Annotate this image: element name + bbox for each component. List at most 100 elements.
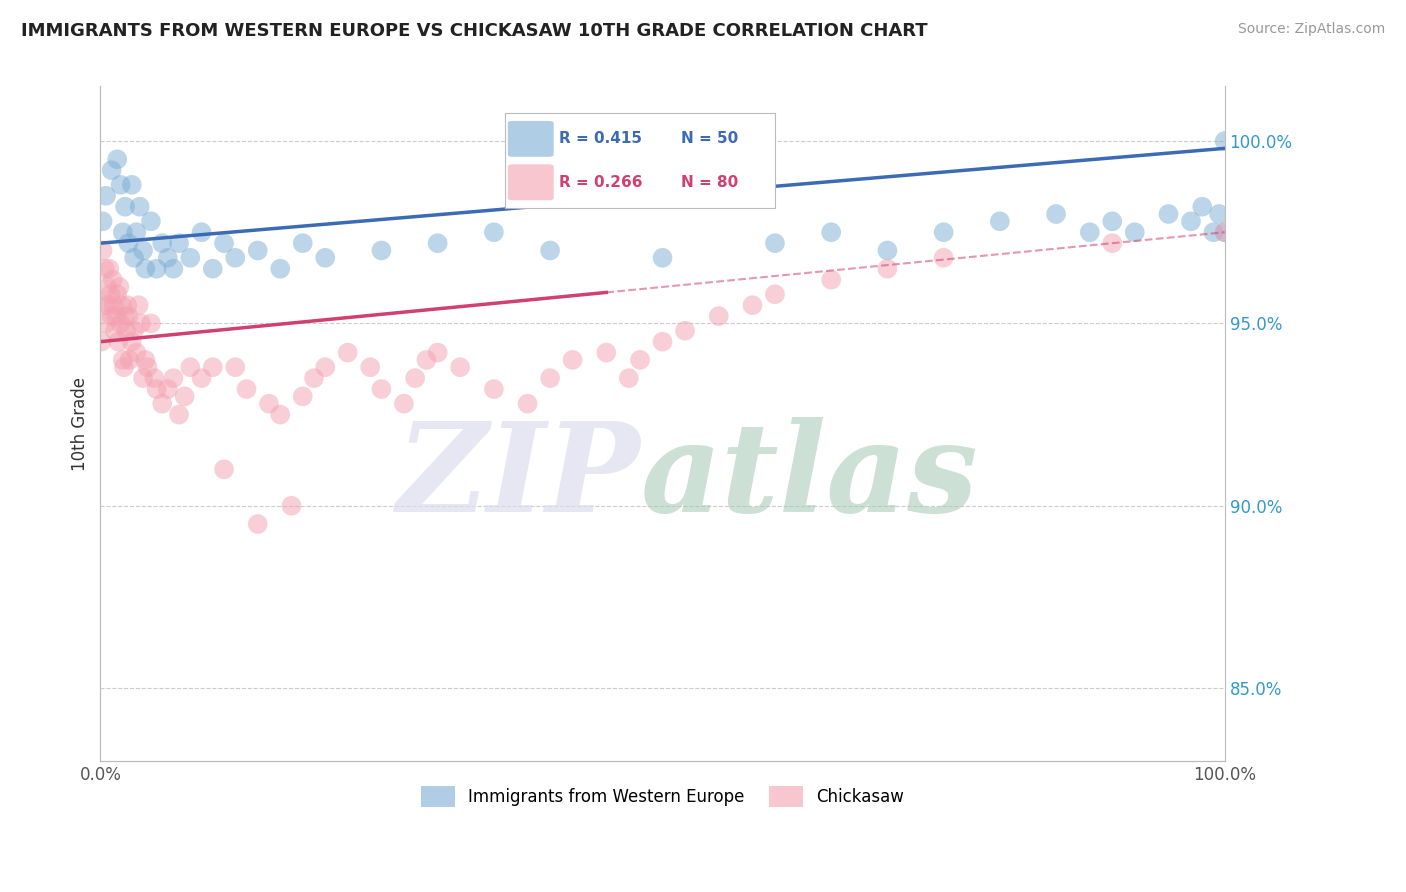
Point: [112, 360, 135, 375]
Point: [132, 371, 155, 385]
Point: [173, 389, 195, 403]
Text: atlas: atlas: [640, 417, 977, 539]
Point: [820, 273, 842, 287]
Point: [136, 360, 159, 375]
Point: [111, 298, 134, 312]
Point: [1101, 236, 1123, 251]
Point: [150, 236, 173, 251]
Point: [1213, 134, 1236, 148]
Point: [314, 251, 336, 265]
Point: [246, 516, 269, 531]
Point: [212, 462, 235, 476]
Point: [100, 163, 122, 178]
Point: [101, 273, 124, 287]
Point: [105, 153, 128, 167]
Point: [224, 251, 246, 265]
Point: [651, 251, 673, 265]
Point: [118, 352, 141, 367]
Point: [110, 178, 132, 192]
Point: [117, 309, 139, 323]
Point: [707, 309, 730, 323]
Point: [117, 236, 139, 251]
Point: [763, 236, 786, 251]
Point: [269, 261, 291, 276]
Point: [1123, 225, 1146, 239]
Point: [415, 352, 437, 367]
Text: Source: ZipAtlas.com: Source: ZipAtlas.com: [1237, 22, 1385, 37]
Point: [426, 236, 449, 251]
Point: [114, 309, 136, 323]
Point: [876, 261, 898, 276]
Point: [1213, 225, 1236, 239]
Point: [179, 360, 201, 375]
Point: [105, 287, 128, 301]
Point: [190, 371, 212, 385]
Point: [94, 188, 117, 202]
Point: [121, 178, 143, 192]
Point: [617, 371, 640, 385]
Point: [359, 360, 381, 375]
Point: [156, 251, 179, 265]
Point: [105, 309, 128, 323]
Point: [1157, 207, 1180, 221]
Point: [122, 251, 145, 265]
Point: [561, 352, 583, 367]
Point: [111, 352, 134, 367]
Point: [104, 324, 127, 338]
Point: [110, 317, 132, 331]
Text: IMMIGRANTS FROM WESTERN EUROPE VS CHICKASAW 10TH GRADE CORRELATION CHART: IMMIGRANTS FROM WESTERN EUROPE VS CHICKA…: [21, 22, 928, 40]
Point: [156, 382, 179, 396]
Point: [125, 225, 148, 239]
Point: [90, 334, 112, 349]
Point: [162, 371, 184, 385]
Point: [426, 345, 449, 359]
Point: [280, 499, 302, 513]
Point: [121, 334, 143, 349]
Point: [291, 389, 314, 403]
Point: [139, 317, 162, 331]
Point: [114, 200, 136, 214]
Point: [162, 261, 184, 276]
Point: [932, 251, 955, 265]
Point: [224, 360, 246, 375]
Legend: Immigrants from Western Europe, Chickasaw: Immigrants from Western Europe, Chickasa…: [415, 780, 911, 814]
Point: [482, 382, 505, 396]
Point: [246, 244, 269, 258]
Point: [190, 225, 212, 239]
Point: [876, 244, 898, 258]
Point: [103, 298, 125, 312]
Point: [628, 352, 651, 367]
Point: [107, 334, 129, 349]
Point: [97, 298, 120, 312]
Point: [1078, 225, 1101, 239]
Point: [139, 214, 162, 228]
Point: [132, 244, 155, 258]
Point: [167, 236, 190, 251]
Point: [1045, 207, 1067, 221]
Point: [595, 345, 617, 359]
Point: [538, 371, 561, 385]
Point: [122, 324, 145, 338]
Point: [129, 317, 152, 331]
Point: [763, 287, 786, 301]
Point: [1202, 225, 1225, 239]
Point: [651, 334, 673, 349]
Point: [314, 360, 336, 375]
Point: [482, 225, 505, 239]
Point: [150, 397, 173, 411]
Point: [100, 287, 122, 301]
Point: [134, 352, 156, 367]
Point: [235, 382, 257, 396]
Point: [1213, 225, 1236, 239]
Point: [125, 345, 148, 359]
Point: [108, 280, 131, 294]
Point: [91, 244, 114, 258]
Point: [392, 397, 415, 411]
Point: [741, 298, 763, 312]
Point: [336, 345, 359, 359]
Point: [538, 244, 561, 258]
Point: [201, 261, 224, 276]
Point: [100, 309, 122, 323]
Point: [449, 360, 471, 375]
Point: [134, 261, 156, 276]
